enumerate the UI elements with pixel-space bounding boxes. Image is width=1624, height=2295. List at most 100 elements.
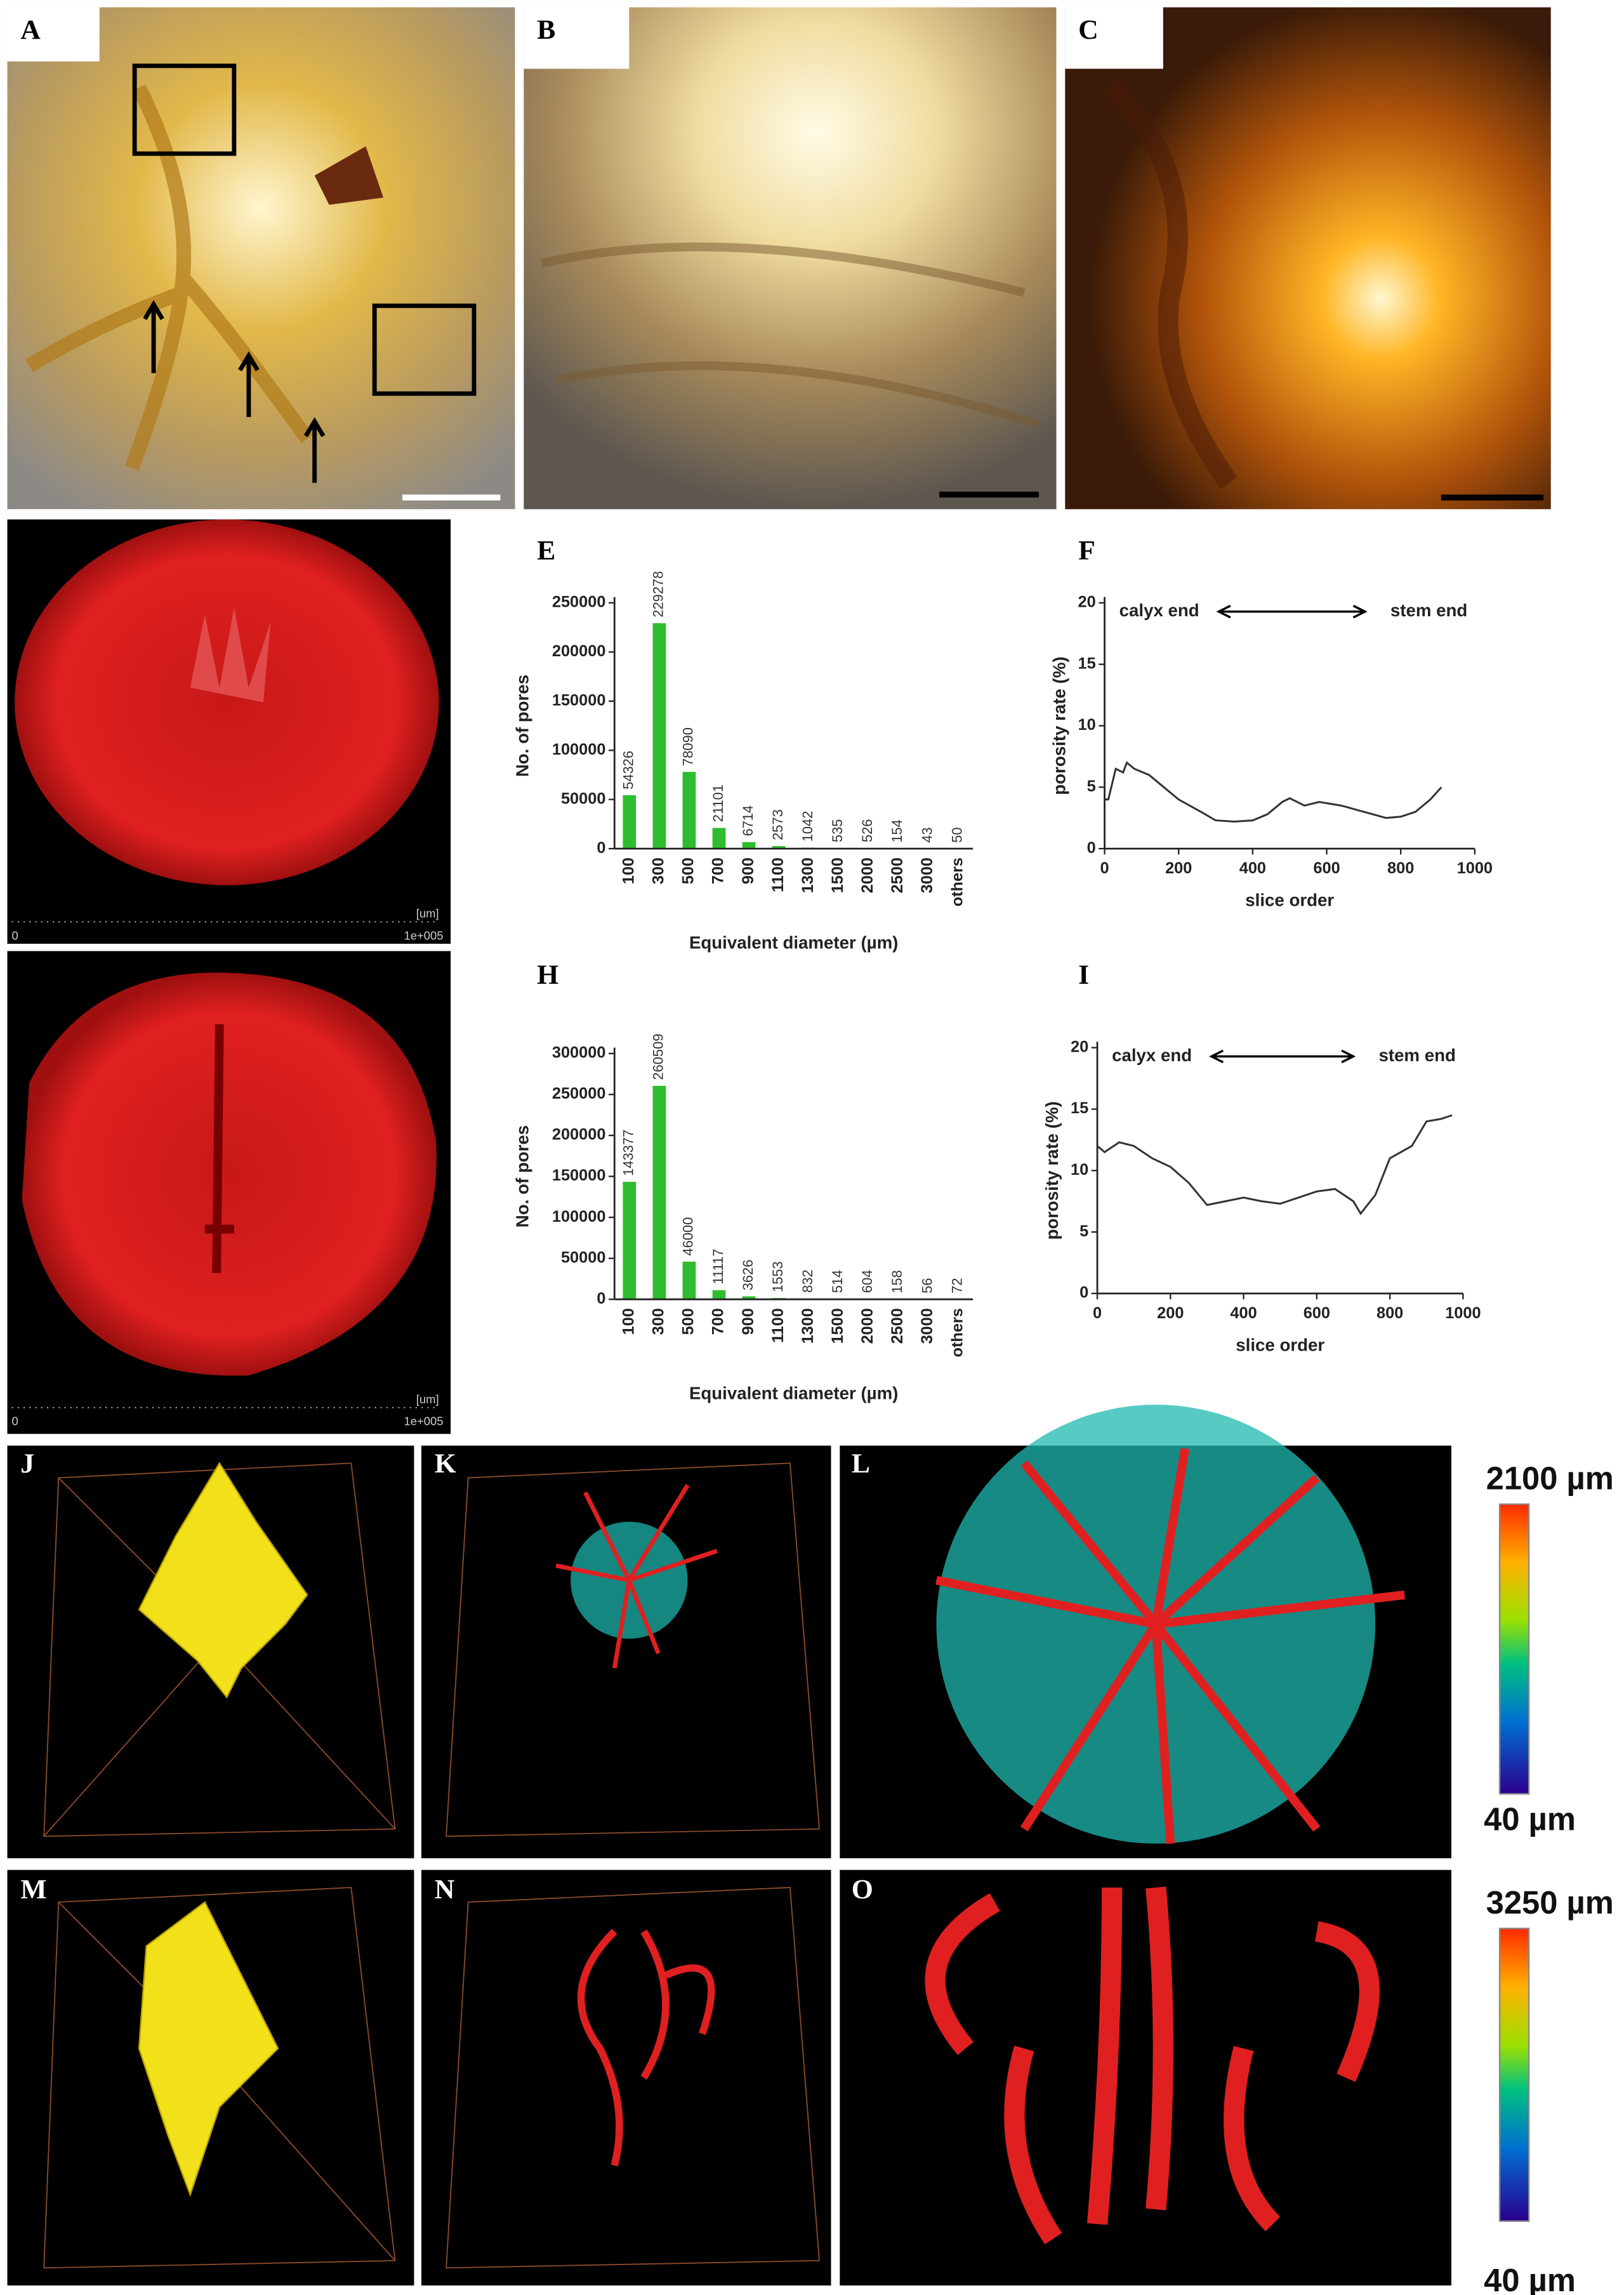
y-axis-label: porosity rate (%) bbox=[1050, 656, 1069, 795]
value-label: 54326 bbox=[621, 751, 637, 790]
x-axis-label: slice order bbox=[1236, 1335, 1324, 1354]
x-tick-label: 2000 bbox=[859, 857, 876, 893]
x-tick-label: 2500 bbox=[888, 857, 906, 893]
render-k bbox=[421, 1445, 831, 1858]
x-tick-label: 800 bbox=[1387, 859, 1414, 877]
value-label: 604 bbox=[859, 1270, 875, 1293]
x-tick-label: 1500 bbox=[829, 1308, 847, 1344]
panel-label: N bbox=[435, 1874, 455, 1905]
panel-label: E bbox=[537, 535, 555, 565]
x-tick-label: 1000 bbox=[1457, 859, 1493, 877]
y-tick-label: 10 bbox=[1071, 1161, 1088, 1179]
photo-a bbox=[7, 7, 515, 510]
x-tick-label: 800 bbox=[1376, 1304, 1403, 1322]
x-tick-label: 0 bbox=[1100, 859, 1109, 877]
bar bbox=[652, 1085, 666, 1300]
panel-label: K bbox=[435, 1448, 456, 1479]
panel-label: J bbox=[20, 1448, 34, 1479]
y-axis-label: porosity rate (%) bbox=[1042, 1101, 1062, 1240]
x-tick-label: 1300 bbox=[799, 1308, 817, 1344]
colorbar-max: 3250 µm bbox=[1486, 1884, 1614, 1921]
y-tick-label: 50000 bbox=[561, 790, 605, 807]
bar bbox=[623, 1182, 637, 1300]
x-tick-label: 500 bbox=[680, 857, 697, 884]
line bbox=[1097, 1114, 1453, 1215]
bar bbox=[682, 1261, 696, 1300]
value-label: 514 bbox=[829, 1270, 845, 1293]
bar bbox=[652, 623, 666, 849]
x-tick-label: 700 bbox=[710, 1308, 727, 1335]
scale-end: 1e+005 bbox=[404, 1415, 443, 1428]
render-o bbox=[840, 1870, 1451, 2286]
y-tick-label: 250000 bbox=[552, 593, 606, 611]
x-tick-label: 200 bbox=[1157, 1304, 1184, 1322]
x-tick-label: 1300 bbox=[799, 857, 817, 893]
y-tick-label: 15 bbox=[1071, 1099, 1088, 1117]
y-tick-label: 0 bbox=[597, 839, 605, 857]
value-label: 526 bbox=[859, 819, 875, 843]
value-label: 1042 bbox=[800, 811, 815, 842]
render-g bbox=[7, 951, 451, 1434]
y-tick-label: 50000 bbox=[561, 1248, 605, 1266]
y-tick-label: 100000 bbox=[552, 1208, 606, 1226]
value-label: 11117 bbox=[710, 1249, 726, 1285]
y-tick-label: 20 bbox=[1078, 593, 1096, 611]
x-tick-label: 1000 bbox=[1445, 1304, 1481, 1322]
value-label: 56 bbox=[919, 1278, 935, 1293]
panel-label: H bbox=[537, 960, 558, 990]
y-axis-label: No. of pores bbox=[513, 675, 532, 777]
panel-label: L bbox=[852, 1448, 870, 1479]
y-tick-label: 10 bbox=[1078, 716, 1096, 734]
annotation: stem end bbox=[1378, 1045, 1455, 1065]
x-axis-label: slice order bbox=[1245, 890, 1334, 909]
x-tick-label: 900 bbox=[739, 857, 757, 884]
bar bbox=[712, 828, 726, 849]
value-label: 1553 bbox=[770, 1261, 786, 1292]
value-label: 158 bbox=[889, 1270, 905, 1293]
scale-start: 0 bbox=[11, 929, 18, 942]
colorbar-max: 2100 µm bbox=[1486, 1460, 1614, 1496]
photo-c bbox=[1065, 7, 1551, 510]
value-label: 72 bbox=[949, 1278, 965, 1293]
panel-label: M bbox=[20, 1874, 46, 1905]
x-tick-label: 700 bbox=[710, 857, 727, 884]
bar bbox=[772, 846, 786, 849]
panel-label: B bbox=[537, 15, 555, 45]
scale-unit: [um] bbox=[416, 1392, 439, 1406]
annotation: calyx end bbox=[1112, 1045, 1192, 1065]
x-tick-label: 400 bbox=[1230, 1304, 1257, 1322]
x-tick-label: 300 bbox=[650, 1308, 668, 1335]
value-label: 6714 bbox=[740, 805, 756, 837]
value-label: 143377 bbox=[621, 1130, 637, 1176]
x-tick-label: 0 bbox=[1093, 1304, 1102, 1322]
y-tick-label: 5 bbox=[1079, 1222, 1088, 1240]
x-tick-label: others bbox=[948, 1308, 966, 1357]
y-tick-label: 200000 bbox=[552, 642, 606, 660]
x-tick-label: 900 bbox=[739, 1308, 757, 1335]
photo-b bbox=[524, 7, 1057, 510]
double-arrow bbox=[1216, 604, 1368, 619]
render-m bbox=[7, 1870, 414, 2286]
panel-label: F bbox=[1078, 535, 1095, 565]
panel-label: C bbox=[1078, 15, 1099, 45]
line bbox=[1104, 761, 1442, 823]
panel-label: G bbox=[20, 960, 42, 990]
y-axis-label: No. of pores bbox=[513, 1125, 532, 1227]
annotation: calyx end bbox=[1119, 600, 1199, 620]
bar bbox=[623, 795, 637, 849]
bar bbox=[712, 1290, 726, 1300]
x-tick-label: 300 bbox=[650, 857, 668, 884]
value-label: 50 bbox=[949, 827, 965, 842]
x-tick-label: 400 bbox=[1239, 859, 1266, 877]
y-tick-label: 300000 bbox=[552, 1044, 606, 1062]
x-tick-label: 1100 bbox=[769, 1308, 787, 1343]
x-tick-label: 1100 bbox=[769, 857, 787, 892]
value-label: 2573 bbox=[770, 809, 786, 840]
value-label: 21101 bbox=[710, 784, 726, 822]
value-label: 154 bbox=[889, 819, 905, 843]
panel-label: I bbox=[1078, 960, 1089, 990]
x-axis-label: Equivalent diameter (µm) bbox=[689, 932, 898, 952]
x-tick-label: 500 bbox=[680, 1308, 697, 1335]
